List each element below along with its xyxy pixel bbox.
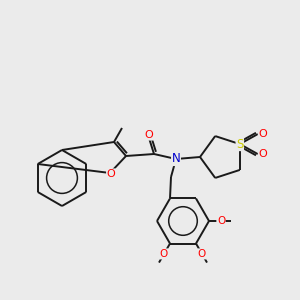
Text: O: O (217, 216, 225, 226)
Text: O: O (106, 169, 116, 179)
Text: O: O (258, 149, 267, 159)
Text: O: O (258, 129, 267, 139)
Text: O: O (145, 130, 153, 140)
Text: O: O (160, 249, 168, 259)
Text: O: O (198, 249, 206, 259)
Text: S: S (236, 138, 244, 151)
Text: N: N (172, 152, 180, 166)
